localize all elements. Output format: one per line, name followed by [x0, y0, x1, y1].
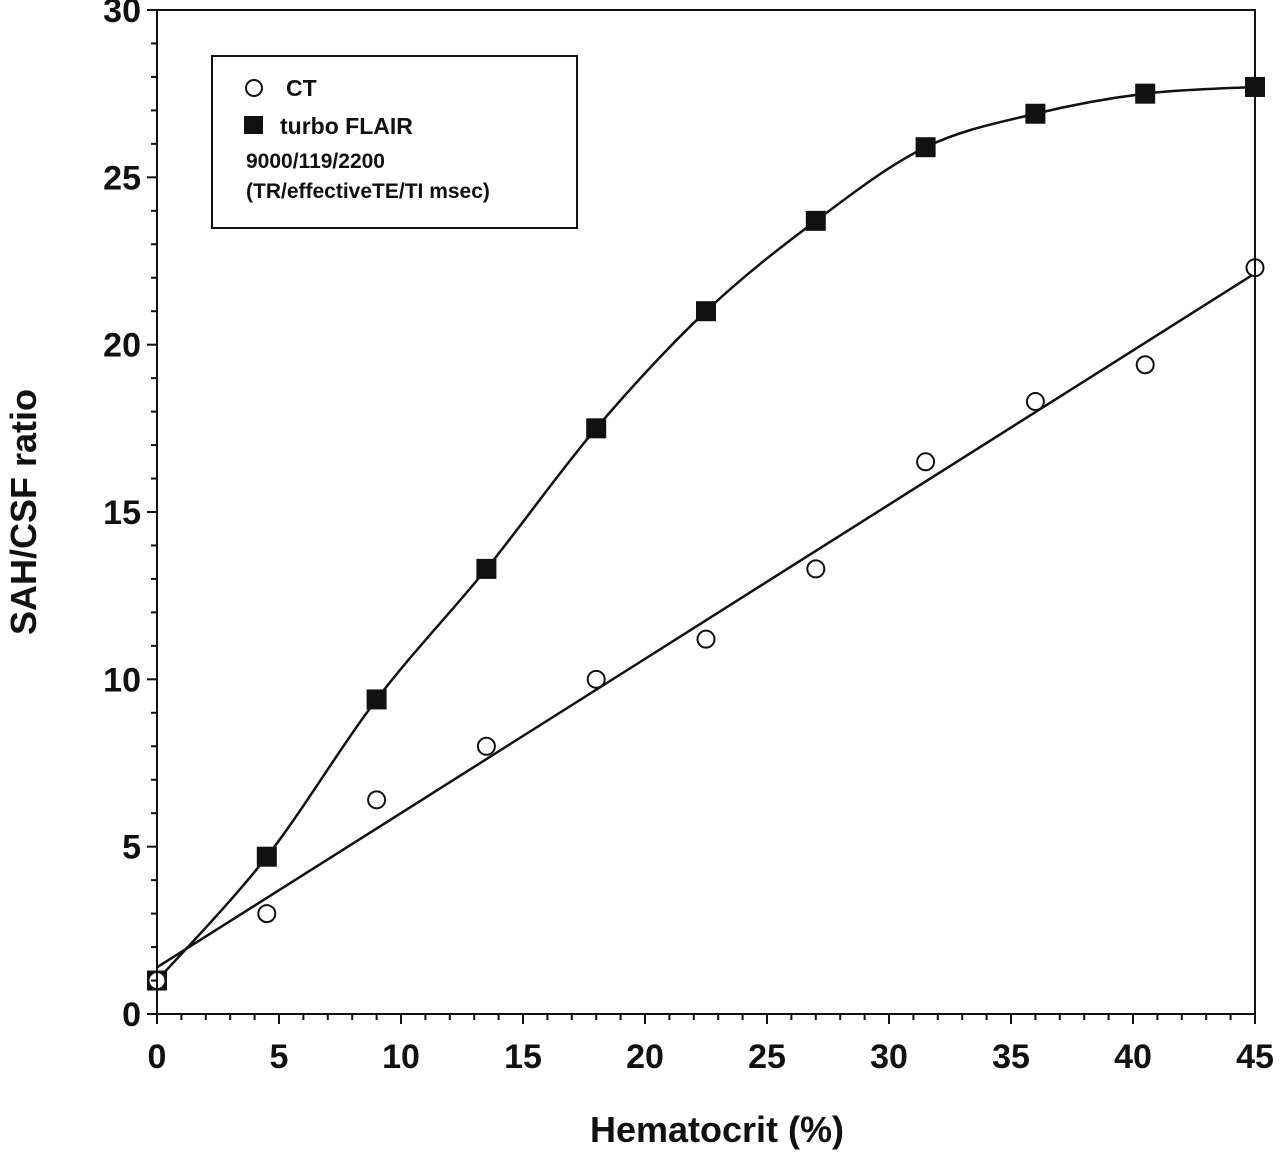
turbo-flair-point — [586, 418, 607, 439]
x-tick-label: 25 — [748, 1038, 786, 1076]
ct-point — [1025, 392, 1045, 412]
x-axis-title: Hematocrit (%) — [590, 1109, 844, 1150]
y-tick-label: 15 — [103, 494, 141, 532]
turbo-flair-point — [805, 210, 826, 231]
x-tick-label: 10 — [382, 1038, 420, 1076]
x-tick-label: 0 — [148, 1038, 167, 1076]
turbo-flair-point — [476, 558, 497, 579]
turbo-flair-point — [696, 301, 716, 322]
tick-labels: 0 5 10 15 20 25 30 35 40 45 0 5 10 15 20 25 30 — [103, 0, 1274, 1076]
turbo-flair-point — [366, 689, 387, 710]
legend-ct-marker — [245, 79, 263, 97]
x-tick-label: 5 — [270, 1038, 289, 1076]
y-tick-label: 30 — [103, 0, 141, 30]
turbo-flair-point — [256, 846, 277, 867]
legend-note-line-1: 9000/119/2200 — [246, 150, 385, 173]
x-tick-label: 35 — [992, 1038, 1030, 1076]
legend-ct-label: CT — [286, 75, 317, 101]
ct-point — [916, 452, 936, 472]
x-tick-label: 45 — [1236, 1038, 1274, 1076]
ct-point — [367, 790, 387, 810]
ct-point — [696, 629, 716, 649]
turbo-flair-point — [915, 137, 936, 158]
ct-fit-line — [156, 272, 1256, 969]
y-tick-label: 0 — [122, 996, 141, 1034]
x-tick-label: 40 — [1114, 1038, 1152, 1076]
legend-box — [211, 55, 578, 229]
x-tick-label: 30 — [870, 1038, 908, 1076]
turbo-flair-point — [1025, 103, 1046, 124]
legend-flair-label: turbo FLAIR — [280, 113, 413, 139]
y-tick-label: 10 — [103, 661, 141, 699]
x-tick-label: 15 — [504, 1038, 542, 1076]
turbo-flair-point — [1135, 83, 1156, 104]
ct-point — [586, 669, 606, 689]
ct-point — [806, 559, 826, 579]
y-tick-label: 5 — [122, 829, 141, 867]
ct-point — [257, 904, 277, 924]
ct-point — [1135, 355, 1155, 375]
y-tick-label: 25 — [103, 159, 141, 197]
legend-flair-marker — [244, 116, 263, 134]
y-tick-label: 20 — [103, 327, 141, 365]
legend-note-line-2: (TR/effectiveTE/TI msec) — [246, 180, 490, 203]
axis-ticks — [147, 9, 1256, 1024]
y-axis-title: SAH/CSF ratio — [3, 389, 44, 635]
legend: CT turbo FLAIR 9000/119/2200 (TR/effecti… — [211, 55, 578, 229]
x-tick-label: 20 — [626, 1038, 664, 1076]
ct-point — [476, 736, 496, 756]
